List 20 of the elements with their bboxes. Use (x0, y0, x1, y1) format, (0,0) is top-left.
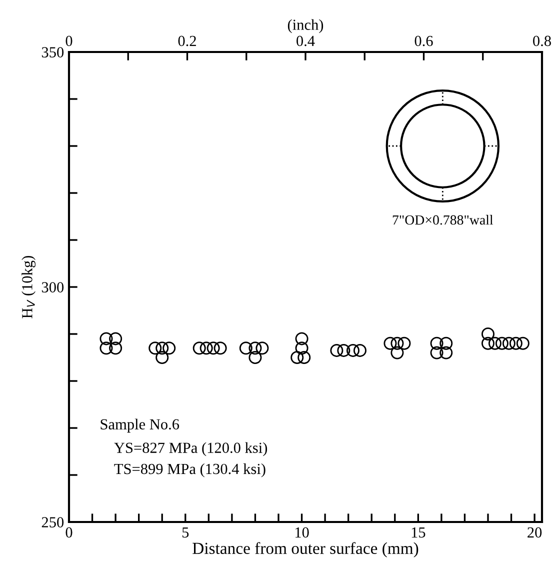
x-axis-title: Distance from outer surface (mm) (192, 542, 418, 558)
x-tick-label: 0 (66, 527, 72, 538)
x-tick-label: 20 (528, 527, 542, 538)
annotation: TS=899 MPa (130.4 ksi) (114, 463, 266, 478)
y-tick-label: 250 (42, 517, 64, 528)
y-tick-label: 300 (42, 282, 64, 292)
x2-tick-label: 0.4 (296, 36, 315, 46)
x2-tick-label: 0 (66, 36, 72, 46)
annotation: YS=827 MPa (120.0 ksi) (114, 442, 268, 456)
x2-tick-label: 0.8 (533, 36, 551, 46)
x2-tick-label: 0.6 (414, 36, 433, 46)
annotation: 7"OD×0.788"wall (392, 214, 494, 225)
y-axis-title: H$_{V}$ (10kg) (22, 256, 36, 318)
y-tick-label: 350 (42, 47, 64, 58)
x-tick-label: 5 (182, 527, 189, 538)
x-tick-label: 15 (412, 527, 426, 538)
x2-tick-label: 0.2 (178, 36, 196, 46)
x2-axis-title: (inch) (288, 19, 324, 34)
annotation: Sample No.6 (100, 418, 180, 433)
x-tick-label: 10 (295, 527, 309, 538)
